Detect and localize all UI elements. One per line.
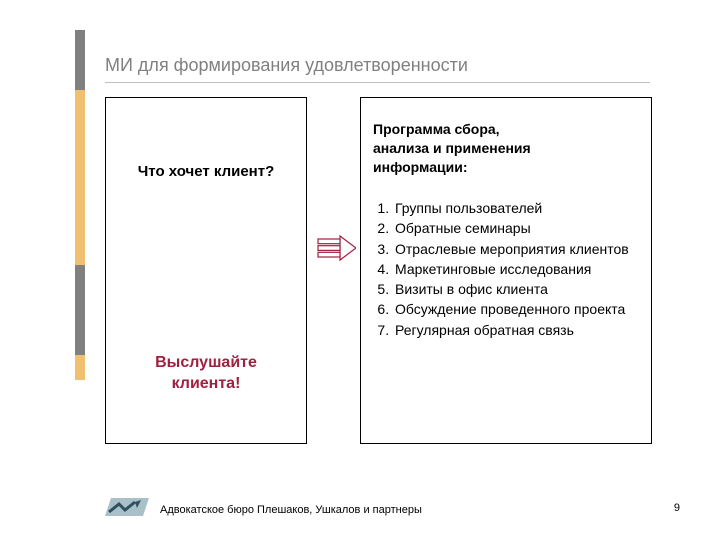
accent-bar — [75, 30, 85, 380]
list-item: Визиты в офис клиента — [393, 279, 641, 299]
footer-text: Адвокатское бюро Плешаков, Ушкалов и пар… — [160, 504, 422, 516]
left-emphasis-line: Выслушайте — [155, 354, 257, 371]
left-question: Что хочет клиент? — [106, 163, 306, 180]
left-box: Что хочет клиент? Выслушайте клиента! — [105, 97, 307, 444]
footer-logo-icon — [105, 496, 149, 518]
right-heading-line: Программа сбора, — [373, 121, 500, 137]
left-emphasis: Выслушайте клиента! — [106, 353, 306, 395]
accent-segment — [75, 265, 85, 355]
left-emphasis-line: клиента! — [172, 375, 241, 392]
right-heading-line: анализа и применения — [373, 140, 531, 156]
slide: МИ для формирования удовлетворенности Чт… — [0, 0, 720, 540]
page-number: 9 — [674, 502, 680, 514]
right-heading: Программа сбора, анализа и применения ин… — [373, 120, 639, 177]
accent-segment — [75, 30, 85, 90]
right-heading-line: информации: — [373, 159, 468, 175]
accent-segment — [75, 90, 85, 265]
list-item: Отраслевые мероприятия клиентов — [393, 239, 641, 259]
list-item: Регулярная обратная связь — [393, 320, 641, 340]
list-item: Группы пользователей — [393, 198, 641, 218]
title-rule — [105, 82, 650, 83]
right-box: Программа сбора, анализа и применения ин… — [360, 97, 652, 444]
accent-segment — [75, 355, 85, 380]
list-item: Обратные семинары — [393, 218, 641, 238]
list-item: Обсуждение проведенного проекта — [393, 299, 641, 319]
list-item: Маркетинговые исследования — [393, 259, 641, 279]
page-title: МИ для формирования удовлетворенности — [105, 55, 468, 76]
arrow-icon — [316, 232, 356, 264]
right-list: Группы пользователейОбратные семинарыОтр… — [371, 198, 641, 340]
